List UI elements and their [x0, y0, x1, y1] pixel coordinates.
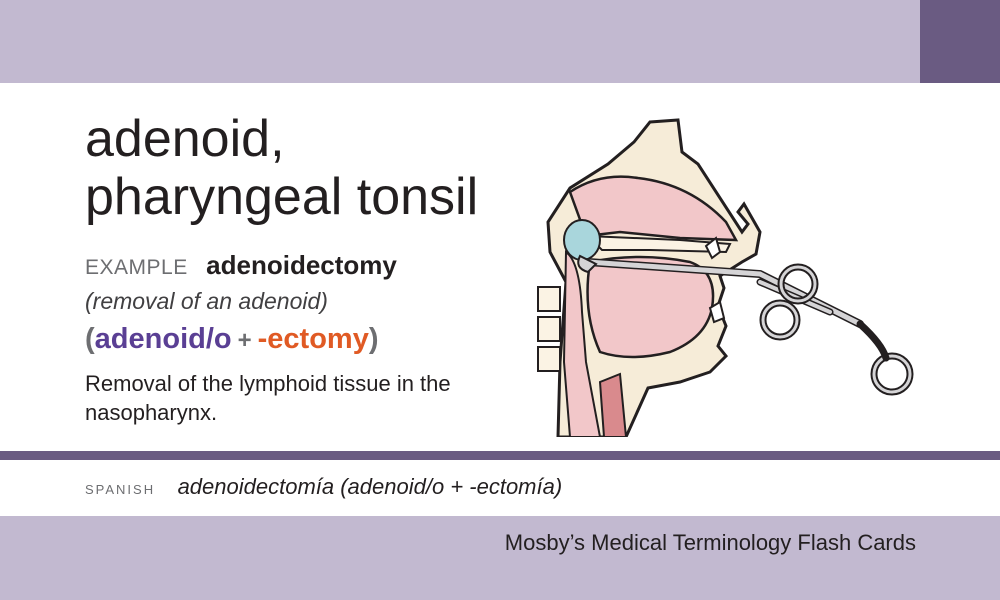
nasal-cavity [568, 175, 739, 242]
definition: Removal of the lymphoid tissue in the na… [85, 371, 451, 425]
word-parts: (adenoid/o + -ectomy) [85, 323, 379, 356]
word-parts-close-paren: ) [368, 323, 379, 355]
example-label: EXAMPLE [85, 256, 188, 279]
bottom-band [0, 516, 1000, 600]
vertebra [537, 286, 561, 312]
spanish-row: SPANISH adenoidectomía (adenoid/o + -ect… [85, 474, 562, 500]
spanish-label: SPANISH [85, 482, 156, 497]
top-band [0, 0, 1000, 83]
term-line-1: adenoid, [85, 110, 285, 168]
curette-tip [577, 254, 598, 274]
tongue [586, 255, 715, 359]
spanish-text: adenoidectomía (adenoid/o + -ectomía) [177, 474, 563, 499]
term-heading: adenoid, pharyngeal tonsil [85, 110, 545, 226]
word-parts-open-paren: ( [85, 323, 95, 355]
word-suffix: -ectomy [257, 323, 369, 355]
example-meaning: (removal of an adenoid) [85, 288, 328, 314]
vertebra [537, 346, 561, 372]
adenoid-tissue [563, 219, 601, 261]
curette-ring [779, 265, 817, 303]
pharynx [562, 250, 602, 437]
example-word: adenoidectomy [206, 250, 397, 280]
teeth [704, 236, 726, 324]
divider-rule [0, 451, 1000, 460]
example-row: EXAMPLE adenoidectomy [85, 250, 397, 281]
word-parts-plus: + [237, 327, 252, 354]
term-line-2: pharyngeal tonsil [85, 168, 479, 226]
footer-title: Mosby’s Medical Terminology Flash Cards [504, 530, 916, 555]
top-corner-accent [920, 0, 1000, 83]
curette-ring [761, 301, 799, 339]
word-root: adenoid/o [94, 323, 232, 355]
curette-handle [856, 320, 890, 362]
curette-lower-arm-fill [758, 280, 832, 314]
curette-ring [872, 354, 912, 394]
palate [585, 234, 732, 254]
trachea [598, 372, 628, 437]
vertebra [537, 316, 561, 342]
adenoidectomy-illustration [537, 118, 914, 437]
